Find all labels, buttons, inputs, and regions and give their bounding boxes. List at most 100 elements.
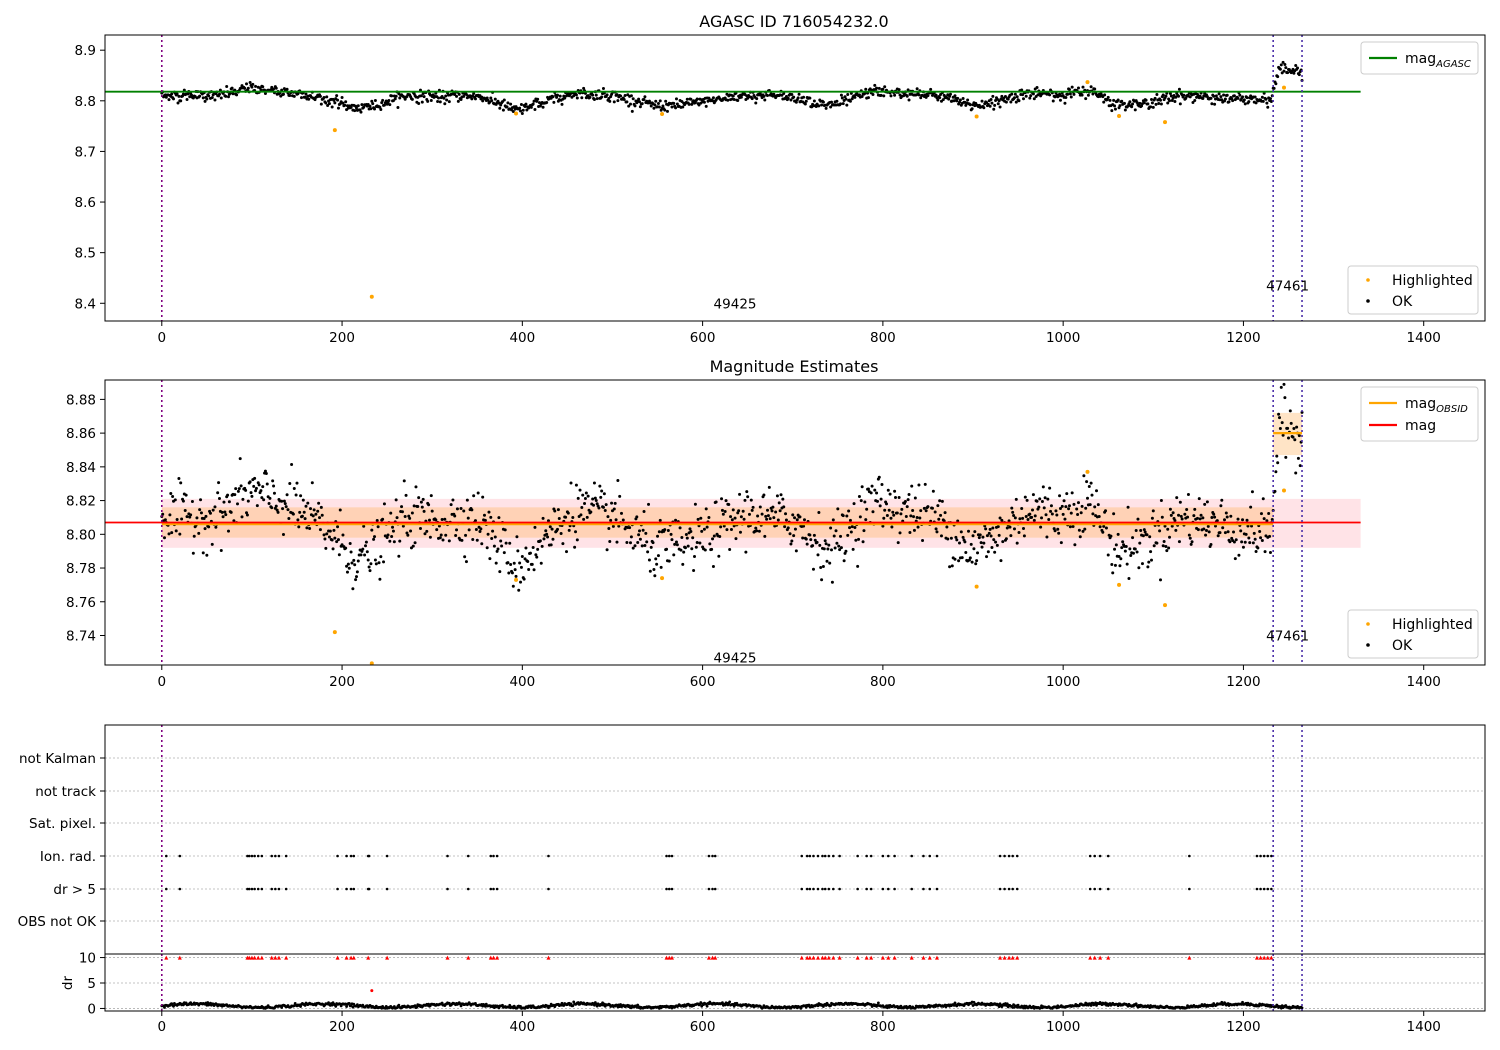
ok-point: [723, 510, 727, 514]
ok-point: [268, 496, 272, 500]
ok-point: [1281, 433, 1285, 437]
ok-point: [219, 549, 223, 553]
ok-point: [246, 86, 250, 90]
ok-point: [1080, 93, 1084, 97]
ok-point: [843, 95, 847, 99]
ok-point: [385, 536, 389, 540]
ok-point: [347, 566, 351, 570]
ok-point: [988, 104, 992, 108]
ok-point: [929, 87, 933, 91]
ok-point: [986, 102, 990, 106]
ok-point: [603, 508, 607, 512]
ok-point: [564, 515, 568, 519]
ok-point: [472, 92, 476, 96]
ok-point: [381, 98, 385, 102]
dr-point: [206, 1001, 210, 1004]
ok-point: [276, 510, 280, 514]
ok-point: [265, 482, 269, 486]
ok-point: [968, 103, 972, 107]
ok-point: [1048, 93, 1052, 97]
ok-point: [866, 487, 870, 491]
ok-point: [939, 513, 943, 517]
ok-point: [610, 501, 614, 505]
flag-point: [495, 854, 499, 858]
ok-point: [1120, 546, 1124, 550]
ok-point: [1101, 530, 1105, 534]
ok-point: [1218, 531, 1222, 535]
panel2-title: Magnitude Estimates: [710, 357, 879, 376]
ok-point: [471, 538, 475, 542]
ok-point: [786, 526, 790, 530]
dr-clipped-marker: [491, 955, 496, 960]
ok-point: [1017, 531, 1021, 535]
ok-point: [653, 103, 657, 107]
ok-point: [674, 518, 678, 522]
ok-point: [1245, 518, 1249, 522]
ok-point: [684, 532, 688, 536]
axes-frame: [104, 953, 1486, 1012]
ok-point: [429, 99, 433, 103]
ok-point: [285, 493, 289, 497]
ok-point: [1297, 73, 1301, 77]
ok-point: [948, 565, 952, 569]
x-tick-label: 800: [870, 674, 896, 690]
dr-clipped-marker: [1088, 955, 1093, 960]
ok-point: [373, 558, 377, 562]
ok-point: [173, 498, 177, 502]
ok-point: [789, 542, 793, 546]
ok-point: [302, 510, 306, 514]
ok-point: [1076, 513, 1080, 517]
ok-point: [826, 547, 830, 551]
ok-point: [1220, 498, 1224, 502]
ok-point: [711, 564, 715, 568]
flag-point: [164, 854, 168, 858]
ok-point: [730, 518, 734, 522]
dr-clipped-marker: [886, 955, 891, 960]
ok-point: [369, 107, 373, 111]
x-tick-label: 0: [157, 330, 166, 346]
dr-clipped-marker: [177, 955, 182, 960]
y-tick-label: 8.4: [75, 296, 96, 312]
ok-point: [878, 504, 882, 508]
flag-point: [667, 887, 671, 891]
flag-point: [893, 887, 896, 891]
ok-point: [1205, 500, 1209, 504]
x-tick-label: 1200: [1226, 1019, 1260, 1035]
ok-point: [485, 546, 489, 550]
ok-point: [765, 517, 769, 521]
ok-point: [434, 518, 438, 522]
ok-point: [442, 96, 446, 100]
ok-point: [994, 540, 998, 544]
ok-point: [905, 505, 909, 509]
dr-clipped-marker: [869, 955, 874, 960]
ok-point: [1162, 539, 1166, 543]
ok-point: [226, 95, 230, 99]
ok-point: [1133, 547, 1137, 551]
ok-point: [719, 525, 723, 529]
dr-clipped-marker: [164, 955, 169, 960]
ok-point: [649, 545, 653, 549]
ok-point: [1114, 543, 1118, 547]
ok-point: [1096, 503, 1100, 507]
ok-point: [912, 515, 916, 519]
ok-point: [882, 516, 886, 520]
ok-point: [178, 532, 182, 536]
ok-point: [863, 500, 867, 504]
dr-clipped-marker: [385, 955, 390, 960]
ok-point: [835, 99, 839, 103]
ok-point: [802, 518, 806, 522]
ok-point: [961, 535, 965, 539]
ok-point: [267, 501, 271, 505]
ok-point: [579, 513, 583, 517]
dr-clipped-marker: [1262, 955, 1267, 960]
ok-point: [746, 495, 750, 499]
ok-point: [717, 554, 721, 558]
ok-point: [354, 106, 358, 110]
ok-point: [197, 531, 201, 535]
ok-point: [896, 541, 900, 545]
ok-point: [1028, 96, 1032, 100]
ok-point: [1133, 108, 1137, 112]
ok-point: [1149, 550, 1153, 554]
ok-point: [1259, 536, 1263, 540]
ok-point: [249, 491, 253, 495]
